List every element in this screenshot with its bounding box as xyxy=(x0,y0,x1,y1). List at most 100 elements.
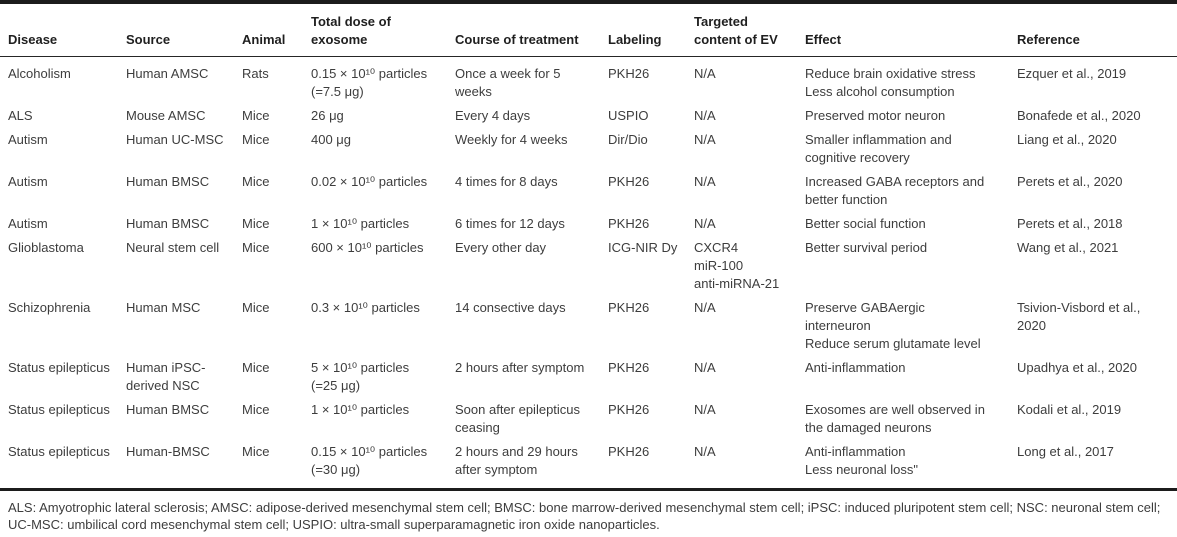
table-cell-course: Every other day xyxy=(455,240,547,255)
table-cell-labeling: PKH26 xyxy=(608,216,650,231)
table-cell-labeling: PKH26 xyxy=(608,66,650,81)
table-cell-animal: Mice xyxy=(242,402,270,417)
table-cell-dose: 26 μg xyxy=(311,108,344,123)
table-cell-effect: Preserve GABAergic interneuron Reduce se… xyxy=(805,300,981,351)
table-cell-labeling: Dir/Dio xyxy=(608,132,648,147)
table-cell-effect: Reduce brain oxidative stress Less alcoh… xyxy=(805,66,976,99)
table-cell-source: Mouse AMSC xyxy=(126,108,206,123)
table-cell-effect: Anti-inflammation xyxy=(805,360,906,375)
table-cell-source: Human BMSC xyxy=(126,402,210,417)
column-header-disease: Disease xyxy=(0,2,126,57)
table-row: Schizophrenia Human MSC Mice 0.3 × 10¹⁰ par… xyxy=(0,296,1177,356)
column-header-labeling: Labeling xyxy=(608,2,694,57)
table-cell-targeted_content: CXCR4 miR-100 anti-miRNA-21 xyxy=(694,240,780,291)
table-cell-source: Human iPSC- derived NSC xyxy=(126,360,206,393)
table-cell-dose: 1 × 10¹⁰ particles xyxy=(311,402,410,417)
table-cell-animal: Mice xyxy=(242,216,270,231)
table-cell-targeted_content: N/A xyxy=(694,402,716,417)
table-cell-dose: 5 × 10¹⁰ particles (=25 μg) xyxy=(311,360,410,393)
table-cell-course: 6 times for 12 days xyxy=(455,216,565,231)
table-cell-reference: Wang et al., 2021 xyxy=(1017,240,1119,255)
column-header-animal: Animal xyxy=(242,2,311,57)
table-cell-effect: Anti-inflammation Less neuronal loss" xyxy=(805,444,919,477)
table-cell-effect: Better social function xyxy=(805,216,926,231)
table-cell-labeling: ICG-NIR Dy xyxy=(608,240,678,255)
table-cell-dose: 400 μg xyxy=(311,132,352,147)
table-header-row: Disease Source Animal Total dose of exos… xyxy=(0,2,1177,57)
table-cell-dose: 0.15 × 10¹⁰ particles (=30 μg) xyxy=(311,444,428,477)
table-cell-source: Human BMSC xyxy=(126,174,210,189)
table-cell-disease: Autism xyxy=(8,216,48,231)
table-cell-course: Soon after epilepticus ceasing xyxy=(455,402,581,435)
table-cell-reference: Perets et al., 2020 xyxy=(1017,174,1123,189)
table-row: Glioblastoma Neural stem cell Mice 600 × 10… xyxy=(0,236,1177,296)
table-cell-effect: Exosomes are well observed in the damage… xyxy=(805,402,985,435)
table-cell-course: Every 4 days xyxy=(455,108,531,123)
table-cell-reference: Perets et al., 2018 xyxy=(1017,216,1123,231)
table-row: Autism Human UC-MSC Mice 400 μg Weekly for 4… xyxy=(0,128,1177,170)
table-cell-disease: Status epilepticus xyxy=(8,360,110,375)
table-cell-labeling: PKH26 xyxy=(608,402,650,417)
table-cell-animal: Mice xyxy=(242,132,270,147)
table-cell-reference: Liang et al., 2020 xyxy=(1017,132,1117,147)
table-cell-animal: Mice xyxy=(242,360,270,375)
abbreviations-footnote: ALS: Amyotrophic lateral sclerosis; AMSC… xyxy=(8,500,1161,532)
table-cell-source: Human UC-MSC xyxy=(126,132,224,147)
column-header-reference: Reference xyxy=(1017,2,1177,57)
table-cell-dose: 1 × 10¹⁰ particles xyxy=(311,216,410,231)
table-row: Status epilepticus Human BMSC Mice 1 × 10¹⁰… xyxy=(0,398,1177,440)
table-row: ALS Mouse AMSC Mice 26 μg Every 4 days USPIO N… xyxy=(0,104,1177,128)
table-cell-targeted_content: N/A xyxy=(694,300,716,315)
table-cell-source: Human BMSC xyxy=(126,216,210,231)
table-cell-animal: Mice xyxy=(242,174,270,189)
table-cell-dose: 0.15 × 10¹⁰ particles (=7.5 μg) xyxy=(311,66,428,99)
table-cell-targeted_content: N/A xyxy=(694,360,716,375)
table-cell-targeted_content: N/A xyxy=(694,132,716,147)
table-cell-course: 2 hours and 29 hours after symptom xyxy=(455,444,578,477)
table-cell-labeling: PKH26 xyxy=(608,360,650,375)
table-cell-animal: Rats xyxy=(242,66,269,81)
column-header-effect: Effect xyxy=(805,2,1017,57)
table-cell-animal: Mice xyxy=(242,300,270,315)
table-cell-reference: Bonafede et al., 2020 xyxy=(1017,108,1141,123)
table-cell-disease: Status epilepticus xyxy=(8,444,110,459)
table-cell-source: Human-BMSC xyxy=(126,444,210,459)
table-row: Status epilepticus Human iPSC- derived NS… xyxy=(0,356,1177,398)
table-row: Autism Human BMSC Mice 1 × 10¹⁰ particles 6 … xyxy=(0,212,1177,236)
table-cell-targeted_content: N/A xyxy=(694,216,716,231)
table-cell-animal: Mice xyxy=(242,444,270,459)
table-cell-course: Weekly for 4 weeks xyxy=(455,132,568,147)
table-cell-targeted_content: N/A xyxy=(694,66,716,81)
table-cell-reference: Upadhya et al., 2020 xyxy=(1017,360,1137,375)
table-cell-effect: Smaller inflammation and cognitive recov… xyxy=(805,132,952,165)
table-cell-labeling: PKH26 xyxy=(608,444,650,459)
table-cell-labeling: USPIO xyxy=(608,108,649,123)
table-cell-effect: Preserved motor neuron xyxy=(805,108,946,123)
column-header-course: Course of treatment xyxy=(455,2,608,57)
table-cell-course: 4 times for 8 days xyxy=(455,174,558,189)
table-cell-course: 14 consective days xyxy=(455,300,566,315)
table-cell-course: 2 hours after symptom xyxy=(455,360,585,375)
table-cell-disease: ALS xyxy=(8,108,33,123)
table-cell-reference: Long et al., 2017 xyxy=(1017,444,1114,459)
table-cell-source: Human AMSC xyxy=(126,66,209,81)
table-cell-disease: Autism xyxy=(8,174,48,189)
exosome-studies-table: Disease Source Animal Total dose of exos… xyxy=(0,0,1177,491)
table-cell-reference: Kodali et al., 2019 xyxy=(1017,402,1122,417)
table-cell-labeling: PKH26 xyxy=(608,300,650,315)
column-header-targeted-content: Targeted content of EV xyxy=(694,2,805,57)
table-cell-reference: Ezquer et al., 2019 xyxy=(1017,66,1127,81)
column-header-total-dose: Total dose of exosome xyxy=(311,2,455,57)
table-cell-dose: 0.3 × 10¹⁰ particles xyxy=(311,300,420,315)
table-cell-targeted_content: N/A xyxy=(694,108,716,123)
table-cell-disease: Autism xyxy=(8,132,48,147)
table-cell-animal: Mice xyxy=(242,108,270,123)
table-cell-disease: Status epilepticus xyxy=(8,402,110,417)
table-cell-effect: Increased GABA receptors and better func… xyxy=(805,174,985,207)
table-row: Alcoholism Human AMSC Rats 0.15 × 10¹⁰ part… xyxy=(0,57,1177,105)
table-cell-animal: Mice xyxy=(242,240,270,255)
table-cell-disease: Alcoholism xyxy=(8,66,71,81)
table-cell-reference: Tsivion-Visbord et al., 2020 xyxy=(1017,300,1141,333)
table-cell-targeted_content: N/A xyxy=(694,174,716,189)
